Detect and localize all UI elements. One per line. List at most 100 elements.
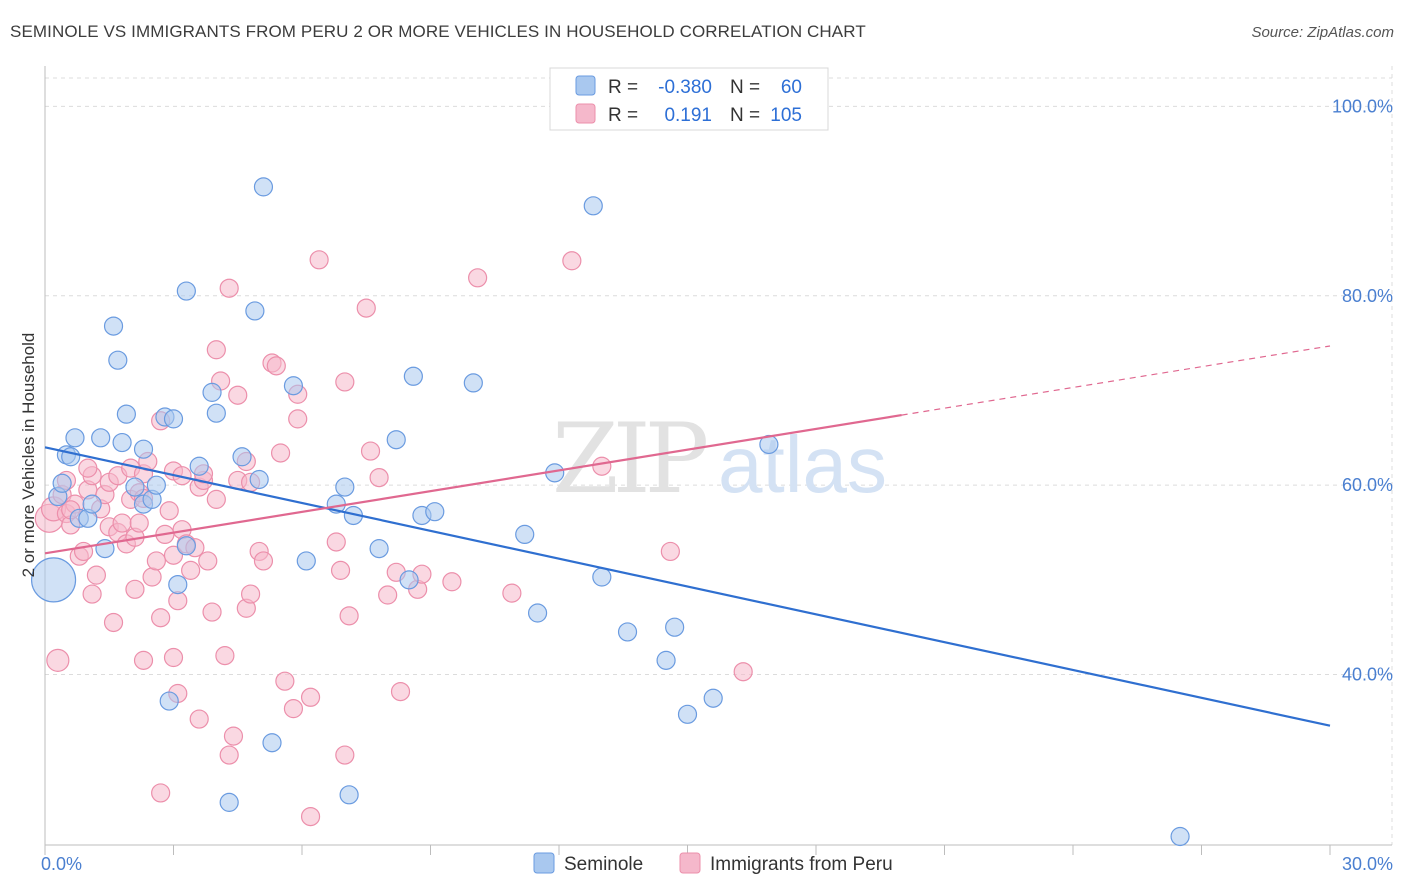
peru-point-34 xyxy=(151,783,171,803)
seminole-point-49 xyxy=(527,603,548,623)
seminole-point-54 xyxy=(656,650,676,670)
seminole-point-5 xyxy=(65,428,85,448)
seminole-point-23 xyxy=(168,574,188,595)
legend-n-label-2: N = xyxy=(730,105,760,126)
peru-point-98 xyxy=(660,541,680,562)
watermark-atlas: atlas xyxy=(718,420,887,509)
seminole-point-59 xyxy=(1170,826,1190,847)
legend-n-label-1: N = xyxy=(730,77,760,98)
stats-legend: R = -0.380 N = 60 R = 0.191 N = 105 xyxy=(549,67,829,131)
seminole-point-27 xyxy=(202,382,222,402)
legend-n-value-2: 105 xyxy=(770,105,802,126)
seminole-point-2 xyxy=(52,473,72,493)
seminole-point-51 xyxy=(583,196,603,216)
seminole-point-13 xyxy=(112,432,132,453)
peru-point-49 xyxy=(189,709,209,729)
seminole-point-36 xyxy=(296,551,316,571)
seminole-point-30 xyxy=(232,447,252,467)
peru-point-93 xyxy=(442,572,462,592)
peru-point-66 xyxy=(241,584,261,604)
seminole-point-8 xyxy=(82,494,102,514)
series-legend: Seminole Immigrants from Peru xyxy=(533,852,893,875)
peru-point-18 xyxy=(103,612,124,633)
peru-point-43 xyxy=(168,591,188,611)
seminole-point-41 xyxy=(369,539,389,559)
seminole-point-43 xyxy=(399,570,419,590)
peru-point-85 xyxy=(356,298,376,318)
seminole-point-16 xyxy=(133,439,154,459)
legend-r-value-1: -0.380 xyxy=(658,77,712,98)
peru-point-61 xyxy=(223,726,244,746)
peru-point-2 xyxy=(46,648,70,672)
peru-point-11 xyxy=(82,584,102,604)
seminole-point-28 xyxy=(206,403,226,423)
seminole-point-11 xyxy=(103,316,124,336)
peru-point-55 xyxy=(206,489,226,509)
seminole-point-24 xyxy=(176,536,196,556)
legend-seminole-swatch xyxy=(533,852,555,874)
seminole-point-21 xyxy=(159,691,179,711)
watermark: ZIP atlas xyxy=(552,403,887,515)
x-tick-label-1: 30.0% xyxy=(1342,854,1393,874)
seminole-trend-line xyxy=(44,446,1331,727)
peru-trend-line xyxy=(44,414,902,555)
y-tick-labels: 100.0% 80.0% 60.0% 40.0% xyxy=(1332,96,1393,684)
seminole-point-53 xyxy=(617,622,638,642)
legend-peru-label: Immigrants from Peru xyxy=(710,854,893,875)
y-axis-title: 2 or more Vehicles in Household xyxy=(19,333,38,578)
peru-point-69 xyxy=(253,551,274,571)
seminole-point-39 xyxy=(339,785,359,805)
peru-point-38 xyxy=(159,501,179,521)
peru-point-71 xyxy=(266,356,286,376)
peru-point-81 xyxy=(330,560,351,580)
seminole-point-14 xyxy=(116,404,136,424)
peru-point-97 xyxy=(592,456,612,476)
peru-point-90 xyxy=(390,681,411,702)
seminole-point-57 xyxy=(703,688,723,708)
peru-point-59 xyxy=(219,745,239,765)
seminole-point-29 xyxy=(219,792,239,812)
peru-point-72 xyxy=(270,443,291,463)
peru-point-60 xyxy=(219,278,239,298)
peru-point-40 xyxy=(163,545,184,565)
source-label: Source: ZipAtlas.com xyxy=(1251,24,1394,41)
x-tick-label-0: 0.0% xyxy=(41,854,82,874)
peru-point-73 xyxy=(275,671,295,691)
seminole-point-55 xyxy=(665,617,685,637)
legend-seminole-label: Seminole xyxy=(564,854,643,875)
seminole-point-56 xyxy=(677,704,698,724)
peru-point-32 xyxy=(142,567,162,587)
peru-point-86 xyxy=(360,441,381,461)
legend-swatch-seminole xyxy=(575,75,596,96)
legend-r-value-2: 0.191 xyxy=(664,105,712,126)
seminole-point-32 xyxy=(249,469,269,490)
peru-point-74 xyxy=(283,699,304,719)
seminole-point-47 xyxy=(463,373,483,393)
seminole-point-35 xyxy=(283,376,304,396)
peru-point-75 xyxy=(288,409,308,429)
y-tick-label-2: 60.0% xyxy=(1342,475,1393,495)
legend-swatch-peru xyxy=(575,103,596,124)
seminole-point-34 xyxy=(262,733,282,753)
peru-point-78 xyxy=(300,687,321,707)
peru-point-63 xyxy=(228,385,248,405)
peru-point-79 xyxy=(309,250,329,270)
seminole-point-0 xyxy=(30,557,77,603)
peru-point-96 xyxy=(562,251,582,271)
peru-point-30 xyxy=(133,650,154,670)
peru-point-53 xyxy=(198,551,218,571)
y-tick-label-3: 40.0% xyxy=(1342,665,1393,685)
seminole-point-52 xyxy=(592,567,612,587)
peru-point-35 xyxy=(151,608,171,628)
seminole-point-12 xyxy=(108,350,128,370)
peru-point-58 xyxy=(215,646,235,666)
legend-r-label-1: R = xyxy=(608,77,638,98)
peru-point-33 xyxy=(146,551,166,571)
seminole-point-46 xyxy=(425,502,445,522)
peru-point-28 xyxy=(129,513,149,533)
seminole-point-26 xyxy=(189,456,209,476)
peru-point-82 xyxy=(335,745,355,765)
legend-r-label-2: R = xyxy=(608,105,638,126)
peru-point-84 xyxy=(339,606,359,626)
